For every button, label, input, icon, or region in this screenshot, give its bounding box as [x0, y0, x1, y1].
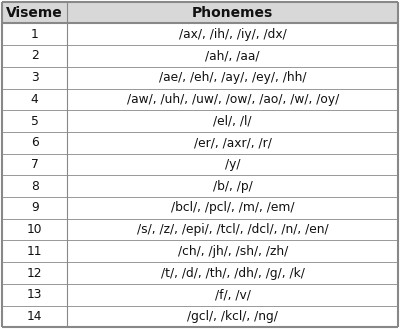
Polygon shape	[2, 23, 398, 45]
Text: 14: 14	[27, 310, 42, 323]
Text: /ah/, /aa/: /ah/, /aa/	[206, 49, 260, 63]
Polygon shape	[2, 175, 398, 197]
Text: /er/, /axr/, /r/: /er/, /axr/, /r/	[194, 136, 272, 149]
Text: 5: 5	[31, 114, 39, 128]
Polygon shape	[2, 284, 398, 306]
Polygon shape	[2, 89, 398, 110]
Text: 1: 1	[31, 28, 38, 41]
Text: 4: 4	[31, 93, 38, 106]
Text: Phonemes: Phonemes	[192, 6, 273, 19]
Text: /s/, /z/, /epi/, /tcl/, /dcl/, /n/, /en/: /s/, /z/, /epi/, /tcl/, /dcl/, /n/, /en/	[137, 223, 328, 236]
Text: Viseme: Viseme	[6, 6, 63, 19]
Text: /bcl/, /pcl/, /m/, /em/: /bcl/, /pcl/, /m/, /em/	[171, 201, 294, 215]
Text: 11: 11	[27, 245, 42, 258]
Text: /gcl/, /kcl/, /ng/: /gcl/, /kcl/, /ng/	[187, 310, 278, 323]
Text: 9: 9	[31, 201, 38, 215]
Polygon shape	[2, 110, 398, 132]
Text: /aw/, /uh/, /uw/, /ow/, /ao/, /w/, /oy/: /aw/, /uh/, /uw/, /ow/, /ao/, /w/, /oy/	[126, 93, 339, 106]
Text: 8: 8	[31, 180, 39, 193]
Polygon shape	[2, 262, 398, 284]
Polygon shape	[2, 45, 398, 67]
Text: /y/: /y/	[225, 158, 240, 171]
Text: /f/, /v/: /f/, /v/	[215, 288, 251, 301]
Text: /t/, /d/, /th/, /dh/, /g/, /k/: /t/, /d/, /th/, /dh/, /g/, /k/	[161, 266, 305, 280]
Text: 10: 10	[27, 223, 42, 236]
Text: /b/, /p/: /b/, /p/	[213, 180, 252, 193]
Text: /ch/, /jh/, /sh/, /zh/: /ch/, /jh/, /sh/, /zh/	[178, 245, 288, 258]
Polygon shape	[2, 197, 398, 219]
Text: /el/, /l/: /el/, /l/	[214, 114, 252, 128]
Text: 3: 3	[31, 71, 38, 84]
Text: /ax/, /ih/, /iy/, /dx/: /ax/, /ih/, /iy/, /dx/	[179, 28, 286, 41]
Polygon shape	[2, 132, 398, 154]
Polygon shape	[2, 67, 398, 89]
Polygon shape	[2, 154, 398, 175]
Text: 7: 7	[31, 158, 38, 171]
Polygon shape	[2, 240, 398, 262]
Polygon shape	[2, 306, 398, 327]
Text: 6: 6	[31, 136, 38, 149]
Polygon shape	[2, 2, 398, 23]
Text: 12: 12	[27, 266, 42, 280]
Text: /ae/, /eh/, /ay/, /ey/, /hh/: /ae/, /eh/, /ay/, /ey/, /hh/	[159, 71, 306, 84]
Text: 2: 2	[31, 49, 38, 63]
Text: 13: 13	[27, 288, 42, 301]
Polygon shape	[2, 219, 398, 240]
